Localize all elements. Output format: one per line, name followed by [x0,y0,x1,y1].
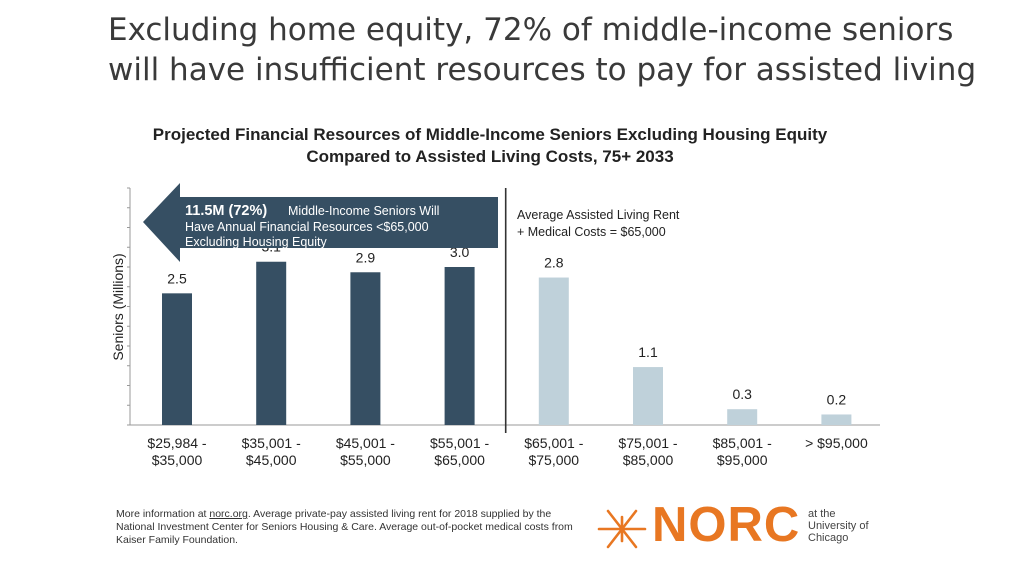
x-tick-label: $65,000 [434,452,485,468]
x-tick-label: $35,001 - [242,435,301,451]
bar [821,414,852,425]
x-tick-label: $65,001 - [524,435,583,451]
arrow-annotation-text: Have Annual Financial Resources <$65,000 [185,220,429,234]
logo-sub-line: University of [808,520,869,532]
arrow-annotation-bold: 11.5M (72%) [185,203,267,219]
bar [633,367,663,425]
norc-logo-word: NORC [652,498,801,552]
norc-star-icon [597,509,647,549]
footnote: More information at norc.org. Average pr… [116,508,586,547]
bar-value-label: 0.2 [827,391,847,407]
x-tick-label: $85,000 [623,452,674,468]
norc-link[interactable]: norc.org [209,508,248,520]
bar [538,277,569,425]
x-tick-label: $75,001 - [618,435,677,451]
x-tick-label: $45,000 [246,452,297,468]
bar-value-label: 1.1 [638,344,658,360]
arrow-annotation-text: Middle-Income Seniors Will [288,204,439,218]
threshold-annotation-text: + Medical Costs = $65,000 [517,225,666,239]
bar [256,261,287,425]
threshold-annotation-text: Average Assisted Living Rent [517,208,680,222]
x-tick-label: $85,001 - [713,435,772,451]
x-tick-label: $55,001 - [430,435,489,451]
bar [727,409,758,425]
x-tick-label: $25,984 - [147,435,206,451]
bar [350,272,381,425]
bar-value-label: 0.3 [732,386,752,402]
bar-value-label: 2.8 [544,255,564,271]
arrow-annotation-text: Excluding Housing Equity [185,235,327,249]
bar-value-label: 2.5 [167,270,187,286]
x-tick-label: $55,000 [340,452,391,468]
norc-logo-subtitle: at the University of Chicago [808,508,888,544]
headline: Excluding home equity, 72% of middle-inc… [108,12,977,88]
x-tick-label: > $95,000 [805,435,868,451]
left-arrow-shape [143,183,498,262]
x-tick-label: $75,000 [528,452,579,468]
x-tick-label: $35,000 [152,452,203,468]
footnote-prefix: More information at [116,508,210,520]
x-tick-label: $45,001 - [336,435,395,451]
logo-sub-line: at the [808,508,836,520]
bar-value-label: 2.9 [356,249,376,265]
footnote-text: . Average private-pay assisted living re… [116,508,573,546]
logo-sub-line: Chicago [808,532,849,544]
bar-chart: Seniors (Millions)2.5$25,984 -$35,0003.1… [110,183,880,468]
chart-title: Projected Financial Resources of Middle-… [152,125,828,166]
x-tick-label: $95,000 [717,452,768,468]
y-axis-label: Seniors (Millions) [110,253,126,360]
bar [444,267,475,425]
bar [162,293,192,425]
